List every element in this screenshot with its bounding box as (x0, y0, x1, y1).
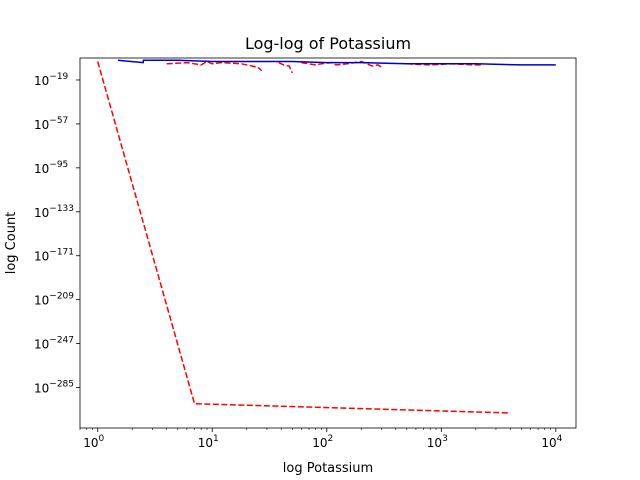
y-tick-base: 10 (34, 206, 49, 220)
y-tick-label: 10−57 (34, 116, 68, 132)
series-1-line-0 (117, 59, 556, 66)
y-tick-exponent: −171 (49, 248, 74, 258)
x-tick-label: 101 (198, 434, 219, 450)
y-tick-exponent: −285 (49, 380, 74, 390)
x-tick-exponent: 2 (328, 434, 334, 444)
x-tick-base: 10 (83, 436, 98, 450)
x-tick-base: 10 (541, 436, 556, 450)
y-tick-base: 10 (34, 74, 49, 88)
x-tick-base: 10 (198, 436, 213, 450)
series-layer (96, 59, 556, 414)
y-tick-label: 10−19 (34, 72, 69, 88)
y-axis: 10−1910−5710−9510−13310−17110−20910−2471… (34, 72, 80, 396)
x-tick-exponent: 0 (99, 434, 105, 444)
x-tick-base: 10 (427, 436, 442, 450)
x-tick-exponent: 1 (213, 434, 219, 444)
y-tick-base: 10 (34, 250, 49, 264)
y-tick-label: 10−285 (34, 380, 74, 396)
y-tick-exponent: −57 (49, 116, 68, 126)
x-tick-label: 104 (541, 434, 562, 450)
y-tick-base: 10 (34, 162, 49, 176)
y-tick-label: 10−247 (34, 336, 74, 352)
y-tick-label: 10−171 (34, 248, 74, 264)
x-tick-exponent: 4 (557, 434, 563, 444)
y-tick-exponent: −95 (49, 160, 68, 170)
y-tick-exponent: −19 (49, 72, 68, 82)
x-tick-label: 103 (427, 434, 448, 450)
y-tick-base: 10 (34, 118, 49, 132)
x-tick-label: 100 (83, 434, 104, 450)
series-0-line-2 (278, 61, 293, 74)
y-tick-exponent: −133 (49, 204, 74, 214)
y-tick-exponent: −209 (49, 292, 74, 302)
y-tick-label: 10−133 (34, 204, 74, 220)
x-tick-base: 10 (312, 436, 327, 450)
y-tick-base: 10 (34, 382, 49, 396)
y-tick-exponent: −247 (49, 336, 74, 346)
y-axis-label: log Count (4, 212, 19, 275)
y-tick-base: 10 (34, 338, 49, 352)
x-tick-exponent: 3 (442, 434, 448, 444)
y-tick-label: 10−95 (34, 160, 68, 176)
y-tick-label: 10−209 (34, 292, 74, 308)
plot-area (79, 57, 577, 429)
x-tick-label: 102 (312, 434, 333, 450)
x-axis-label: log Potassium (283, 461, 373, 476)
x-axis: 100 101 102 103 104 (79, 428, 563, 450)
series-0-line-0 (96, 61, 511, 414)
y-tick-base: 10 (34, 294, 49, 308)
series-0-line-1 (166, 60, 263, 72)
chart-title: Log-log of Potassium (245, 34, 411, 53)
series-0-line-3 (301, 60, 382, 68)
plot-frame (79, 57, 577, 429)
